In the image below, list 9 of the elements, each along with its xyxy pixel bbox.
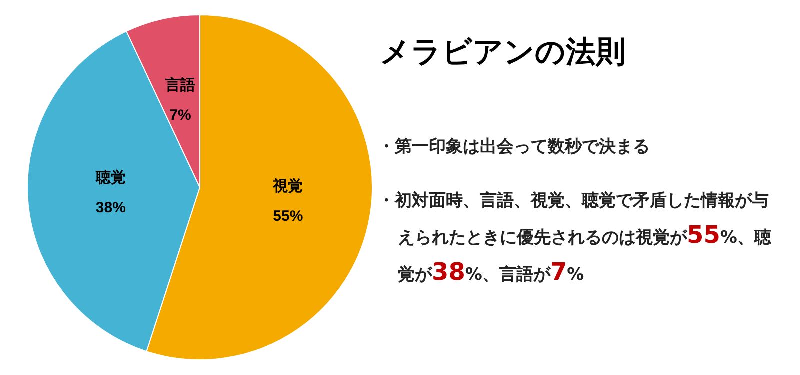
data-label: 55% <box>273 208 304 225</box>
text: ・初対面時、言語、視覚、聴覚で矛盾した情報が与えられたときに優先されるのは視覚が55%、聴覚が38%、言語が7% <box>378 191 772 286</box>
slice-label: 言語 <box>164 76 196 94</box>
data-label: 7% <box>170 106 192 124</box>
data-label: 38% <box>96 200 126 217</box>
slice-label: 聴覚 <box>94 168 126 187</box>
slice-label: 視覚 <box>272 176 304 195</box>
text: ・第一印象は出会って数秒で決まる <box>378 136 651 159</box>
text: メラビアンの法則 <box>380 34 626 72</box>
